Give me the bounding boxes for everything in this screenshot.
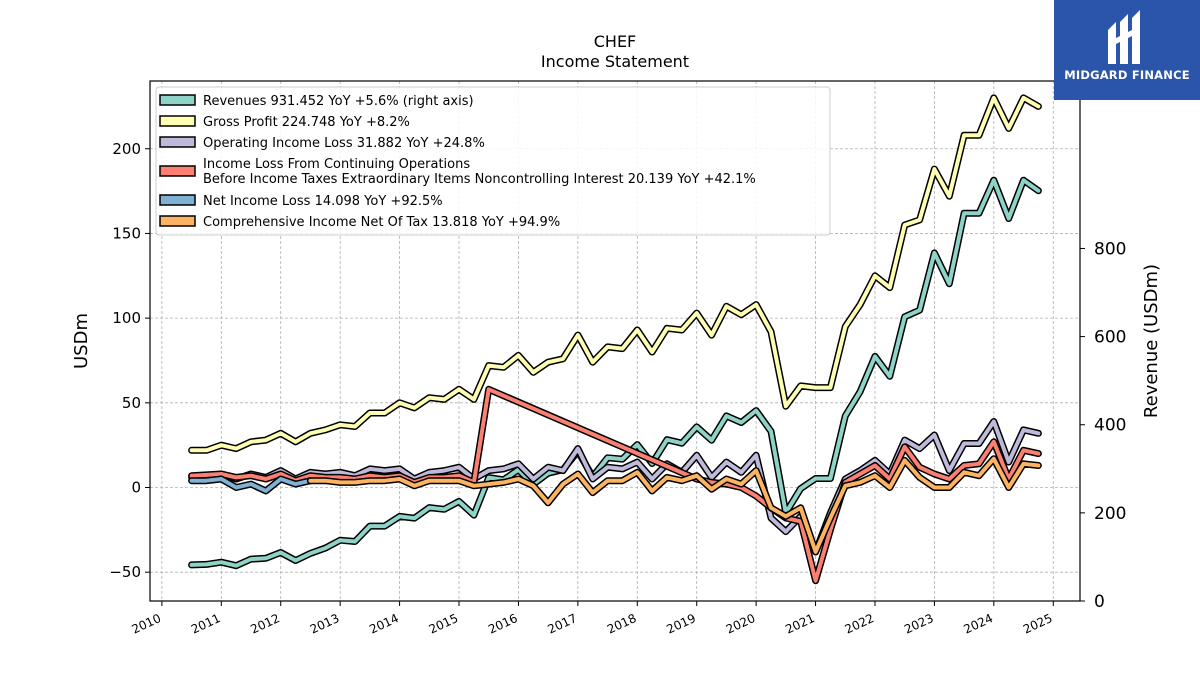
chart-title: CHEF	[594, 32, 637, 51]
y2-tick-label: 400	[1094, 416, 1126, 436]
chart-subtitle: Income Statement	[541, 52, 689, 71]
y-tick-label: 50	[122, 394, 141, 412]
series-line-outline	[188, 176, 1042, 570]
x-tick-label: 2021	[783, 611, 817, 637]
y2-tick-label: 0	[1094, 592, 1105, 612]
legend-label-operating-income-loss: Operating Income Loss 31.882 YoY +24.8%	[203, 136, 485, 151]
x-tick-label: 2014	[367, 611, 401, 637]
y-tick-label: 150	[112, 224, 141, 242]
legend-label-comprehensive-income-net-of-tax: Comprehensive Income Net Of Tax 13.818 Y…	[203, 215, 560, 230]
legend-swatch-income-loss-from-continuing-operations-before-income-taxes-extraordinary-items-noncontrolling-interest	[159, 165, 196, 177]
x-tick-label: 2024	[962, 611, 996, 637]
y2-tick-label: 800	[1094, 239, 1126, 259]
series-revenues	[188, 176, 1042, 570]
y-tick-label: 0	[131, 479, 141, 497]
x-tick-label: 2019	[664, 611, 698, 637]
series-line	[189, 477, 313, 493]
x-tick-label: 2012	[248, 611, 282, 637]
plot-frame	[149, 80, 1081, 602]
legend-label-income-loss-from-continuing-operations-before-income-taxes-extraordinary-items-noncontrolling-interest: Before Income Taxes Extraordinary Items …	[203, 172, 756, 187]
series-gross-profit	[188, 94, 1042, 454]
y2-tick-label: 600	[1094, 328, 1126, 348]
legend-label-revenues: Revenues 931.452 YoY +5.6% (right axis)	[203, 94, 474, 109]
x-tick-label: 2016	[486, 611, 520, 637]
legend-swatch-operating-income-loss	[159, 136, 196, 148]
midgard-logo-icon	[1108, 10, 1140, 64]
legend-swatch-gross-profit	[159, 115, 196, 127]
series-line	[308, 456, 1041, 554]
legend-swatch-revenues	[159, 94, 196, 106]
y2-tick-label: 200	[1094, 504, 1126, 524]
series-net-income-loss	[188, 475, 314, 495]
legend-label-income-loss-from-continuing-operations-before-income-taxes-extraordinary-items-noncontrolling-interest: Income Loss From Continuing Operations	[203, 157, 470, 172]
brand-logo: MIDGARD FINANCE	[1054, 0, 1200, 100]
legend-swatch-net-income-loss	[159, 194, 196, 206]
series-comprehensive-income-net-of-tax	[306, 455, 1042, 556]
x-tick-label: 2020	[724, 611, 758, 637]
legend-swatch-comprehensive-income-net-of-tax	[159, 215, 196, 227]
series-layer	[188, 94, 1042, 585]
x-tick-label: 2017	[546, 611, 580, 637]
legend-label-gross-profit: Gross Profit 224.748 YoY +8.2%	[203, 115, 410, 130]
legend-label-net-income-loss: Net Income Loss 14.098 YoY +92.5%	[203, 194, 443, 209]
x-tick-label: 2010	[130, 611, 164, 637]
x-tick-label: 2013	[308, 611, 342, 637]
y-tick-label: −50	[109, 563, 141, 581]
x-tick-label: 2018	[605, 611, 639, 637]
y-tick-label: 200	[112, 140, 141, 158]
x-tick-label: 2023	[902, 611, 936, 637]
x-tick-label: 2011	[189, 611, 223, 637]
legend: Revenues 931.452 YoY +5.6% (right axis) G…	[155, 86, 831, 236]
y2-axis-label: Revenue (USDm)	[1141, 264, 1162, 418]
y-axis-label: USDm	[71, 313, 92, 369]
series-line	[189, 178, 1041, 568]
series-line	[189, 95, 1041, 453]
x-tick-label: 2015	[427, 611, 461, 637]
x-tick-label: 2022	[843, 611, 877, 637]
x-tick-label: 2025	[1021, 611, 1055, 637]
y-tick-label: 100	[112, 309, 141, 327]
logo-text: MIDGARD FINANCE	[1064, 68, 1190, 82]
legend-box	[155, 86, 831, 236]
